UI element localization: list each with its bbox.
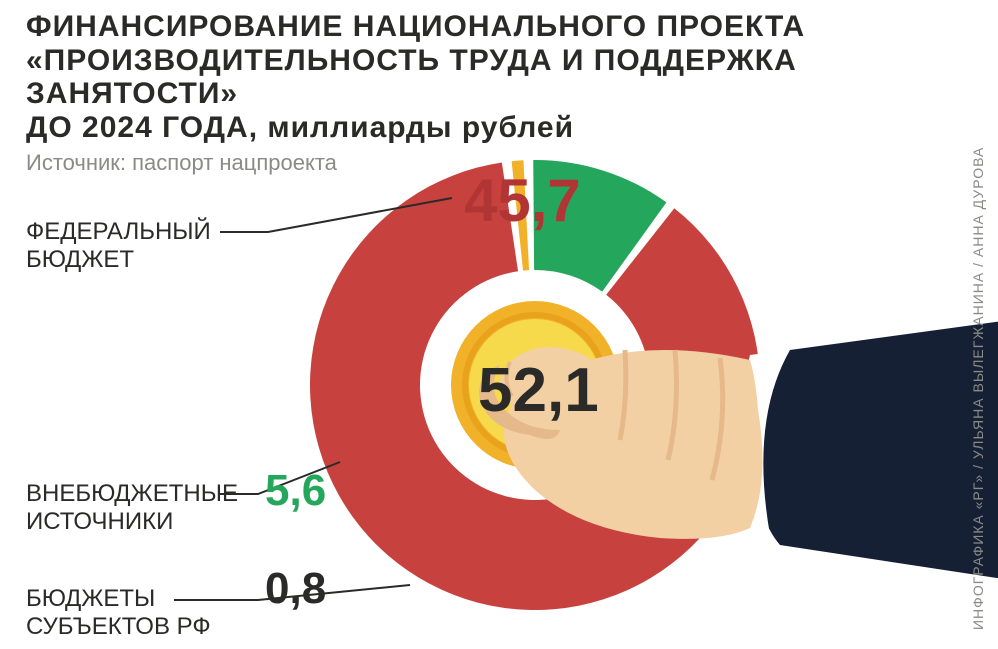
label-offbudget-l2: ИСТОЧНИКИ (26, 508, 246, 536)
title-unit: миллиарды рублей (267, 111, 574, 144)
label-regional-l2: СУБЪЕКТОВ РФ (26, 613, 246, 641)
value-regional: 0,8 (265, 564, 326, 614)
label-offbudget: ВНЕБЮДЖЕТНЫЕ ИСТОЧНИКИ (26, 480, 246, 535)
title-line-3-prefix: ДО 2024 ГОДА, (26, 111, 267, 144)
title-line-3: ДО 2024 ГОДА, миллиарды рублей (26, 111, 906, 145)
label-federal-l2: БЮДЖЕТ (26, 246, 226, 274)
credit-line: ИНФОГРАФИКА «РГ» / УЛЬЯНА ВЫЛЕГЖАНИНА / … (970, 70, 992, 630)
label-federal: ФЕДЕРАЛЬНЫЙ БЮДЖЕТ (26, 218, 226, 273)
label-regional: БЮДЖЕТЫ СУБЪЕКТОВ РФ (26, 585, 246, 640)
title-line-1: ФИНАНСИРОВАНИЕ НАЦИОНАЛЬНОГО ПРОЕКТА (26, 10, 906, 44)
title-line-2: «ПРОИЗВОДИТЕЛЬНОСТЬ ТРУДА И ПОДДЕРЖКА ЗА… (26, 44, 906, 111)
value-offbudget: 5,6 (265, 466, 326, 516)
label-regional-l1: БЮДЖЕТЫ (26, 585, 246, 613)
label-offbudget-l1: ВНЕБЮДЖЕТНЫЕ (26, 480, 246, 508)
sleeve (754, 320, 998, 580)
total-value: 52,1 (478, 355, 599, 426)
value-federal: 45,7 (464, 166, 581, 235)
label-federal-l1: ФЕДЕРАЛЬНЫЙ (26, 218, 226, 246)
